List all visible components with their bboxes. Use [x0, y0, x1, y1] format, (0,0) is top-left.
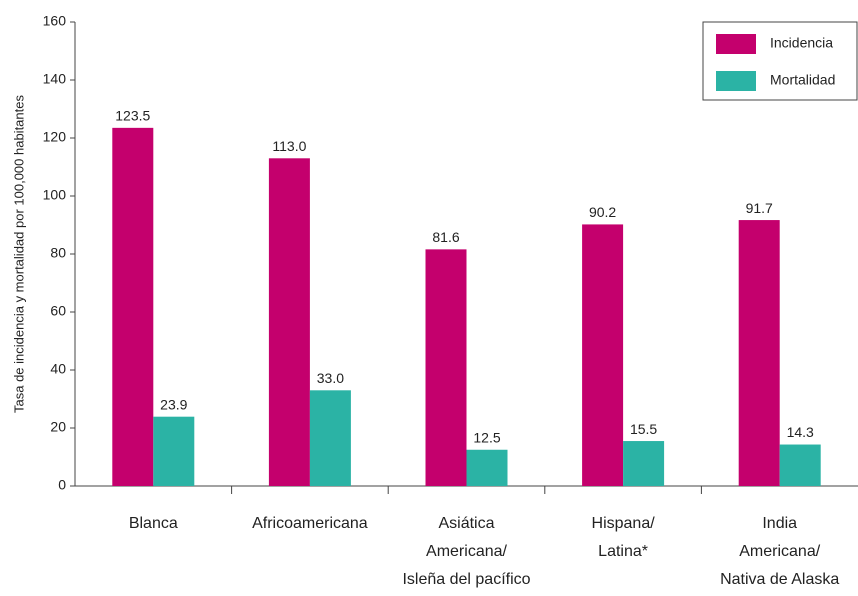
value-label: 14.3 — [787, 424, 814, 440]
x-tick-label: Asiática — [438, 515, 494, 532]
value-label: 33.0 — [317, 370, 344, 386]
x-tick-label: Latina* — [598, 543, 648, 560]
legend-swatch — [716, 34, 756, 54]
y-tick-label: 20 — [50, 419, 66, 435]
x-tick-label: Americana/ — [739, 543, 820, 560]
bar — [582, 224, 624, 487]
y-tick-label: 80 — [50, 245, 66, 261]
x-tick-label: Blanca — [129, 515, 178, 532]
x-tick-label: Isleña del pacífico — [402, 571, 530, 588]
legend-swatch — [716, 71, 756, 91]
y-tick-label: 60 — [50, 303, 66, 319]
y-tick-label: 160 — [43, 13, 67, 29]
y-tick-label: 40 — [50, 361, 66, 377]
x-tick-label: India — [762, 515, 797, 532]
bar — [466, 449, 508, 486]
legend-label: Incidencia — [770, 35, 833, 51]
y-tick-label: 0 — [58, 477, 66, 493]
bar — [112, 127, 154, 486]
x-tick-label: Hispana/ — [592, 515, 656, 532]
value-label: 23.9 — [160, 396, 187, 412]
value-label: 90.2 — [589, 204, 616, 220]
x-tick-label: Africoamericana — [252, 515, 368, 532]
value-label: 123.5 — [115, 108, 150, 124]
bar — [153, 416, 195, 486]
legend-label: Mortalidad — [770, 72, 835, 88]
y-tick-label: 120 — [43, 129, 67, 145]
value-label: 91.7 — [746, 200, 773, 216]
y-tick-label: 140 — [43, 71, 67, 87]
bar — [425, 249, 467, 486]
bar — [268, 158, 310, 487]
bar — [738, 220, 780, 486]
bar — [309, 390, 351, 486]
value-label: 113.0 — [272, 138, 306, 154]
value-label: 12.5 — [473, 429, 500, 445]
y-axis-label: Tasa de incidencia y mortalidad por 100,… — [11, 95, 26, 413]
x-tick-label: Americana/ — [426, 543, 507, 560]
bar — [779, 444, 821, 486]
value-label: 15.5 — [630, 421, 657, 437]
value-label: 81.6 — [432, 229, 459, 245]
x-tick-label: Nativa de Alaska — [720, 571, 839, 588]
bar — [623, 441, 665, 486]
y-tick-label: 100 — [43, 187, 67, 203]
